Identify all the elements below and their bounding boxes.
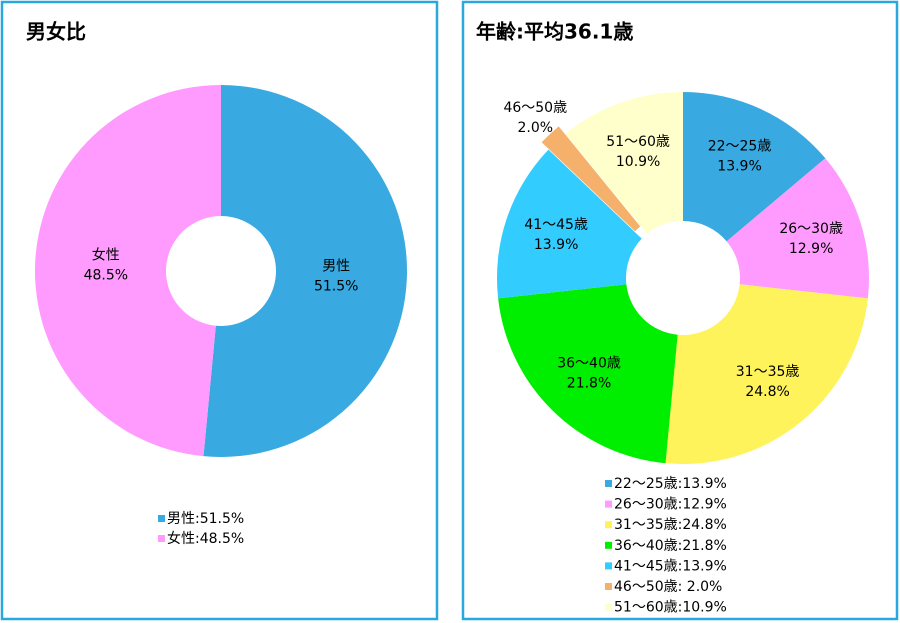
legend-marker (605, 480, 612, 487)
legend-marker (605, 603, 612, 611)
slice-label: 31〜35歳 (736, 364, 800, 380)
legend-label: 36〜40歳:21.8% (614, 538, 727, 554)
slice-label: 46〜50歳 (503, 100, 567, 116)
legend-label: 女性:48.5% (167, 530, 244, 547)
slice-value: 51.5% (314, 278, 358, 294)
legend-marker (605, 500, 612, 508)
slice (683, 92, 826, 242)
slice-label: 22〜25歳 (708, 139, 772, 155)
chart-title: 男女比 (26, 20, 86, 44)
slice-label: 51〜60歳 (606, 134, 670, 150)
legend-label: 51〜60歳:10.9% (614, 600, 727, 616)
legend-marker (158, 515, 165, 522)
slice (665, 284, 868, 465)
slice-value: 10.9% (616, 154, 660, 170)
slice (498, 284, 678, 464)
legend-label: 41〜45歳:13.9% (614, 558, 727, 574)
slice-value: 21.8% (567, 375, 611, 391)
legend-label: 26〜30歳:12.9% (614, 497, 727, 513)
legend-marker (605, 521, 612, 529)
slice (726, 158, 869, 299)
slice (203, 85, 408, 458)
legend-label: 46〜50歳: 2.0% (614, 579, 722, 595)
legend-marker (605, 583, 612, 590)
slice-value: 13.9% (717, 159, 761, 175)
legend-marker (158, 535, 165, 542)
slice-value: 48.5% (84, 268, 128, 284)
slice-label: 26〜30歳 (779, 221, 843, 237)
slice-value: 13.9% (534, 237, 578, 253)
slice-label: 41〜45歳 (524, 217, 588, 233)
slice-value: 2.0% (517, 120, 553, 136)
slice-label: 女性 (92, 247, 120, 264)
legend-label: 22〜25歳:13.9% (614, 476, 727, 492)
chart-title: 年齢:平均36.1歳 (476, 20, 633, 44)
slice-label: 男性 (322, 258, 350, 274)
slice-value: 12.9% (789, 241, 833, 257)
legend-marker (605, 541, 612, 549)
slice (35, 85, 222, 457)
slice-value: 24.8% (745, 384, 789, 400)
slice (497, 149, 642, 299)
legend-label: 男性:51.5% (167, 511, 244, 527)
slice (541, 126, 641, 232)
legend-label: 31〜35歳:24.8% (614, 517, 727, 533)
legend-marker (605, 562, 612, 570)
slice-label: 36〜40歳 (557, 355, 621, 371)
slice (565, 92, 683, 234)
